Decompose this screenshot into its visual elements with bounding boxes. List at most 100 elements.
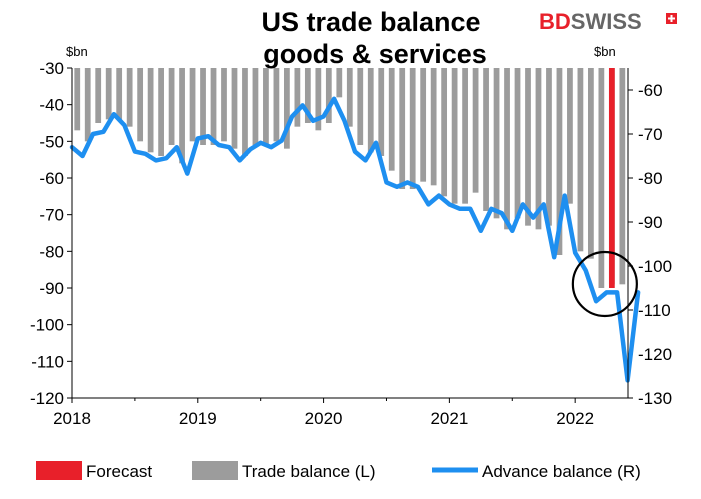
left-tick-label: -120 [30,389,64,408]
axes [71,68,629,399]
trade-balance-bar [116,68,123,120]
left-tick-label: -80 [39,242,64,261]
x-tick-label: 2018 [53,409,91,428]
trade-balance-bar [546,68,552,226]
trade-balance-bar [556,68,563,255]
right-tick-label: -60 [638,81,663,100]
trade-balance-bar [619,68,626,285]
trade-balance-bar [577,68,584,252]
right-tick-label: -110 [638,301,671,320]
trade-balance-bar [221,68,227,142]
trade-balance-bar [126,68,133,127]
legend-trade-label: Trade balance (L) [242,462,376,481]
left-axis-ticks: -30 -40 -50 -60 -70 -80 -90 -100 -110 -120 [30,59,72,408]
chart-title-line-2: goods & services [263,39,487,69]
legend-forecast-swatch [36,461,82,480]
right-tick-label: -100 [638,257,672,276]
left-tick-label: -70 [39,206,64,225]
trade-balance-bar [189,68,196,142]
trade-balance-bar [462,68,468,204]
trade-balance-bar [105,68,112,120]
trade-balance-bar [567,68,573,204]
trade-balance-bar [294,68,301,127]
trade-balance-bar [388,68,395,171]
trade-balance-bar [168,68,175,145]
trade-balance-bar [430,68,437,186]
forecast-highlight-circle [571,250,638,318]
left-tick-label: -110 [31,352,64,371]
trade-balance-bar [420,68,427,182]
trade-balance-bar [472,68,479,193]
trade-balance-bar [242,68,248,156]
trade-balance-bar [304,68,311,123]
x-axis-ticks: 2018 2019 2020 2021 2022 [53,398,594,428]
right-tick-label: -70 [638,125,663,144]
x-tick-label: 2021 [430,409,468,428]
forecast-bars [608,68,615,288]
brand-logo-bd: BD [539,9,571,34]
forecast-bar [608,68,615,288]
x-tick-label: 2022 [556,409,594,428]
left-axis-unit: $bn [66,44,88,59]
trade-balance-bar [315,68,322,131]
trade-balance-bar [210,68,217,145]
right-axis-ticks: -60 -70 -80 -90 -100 -110 -120 -130 [628,81,672,408]
right-tick-label: -130 [638,389,672,408]
left-tick-label: -30 [39,59,64,78]
trade-balance-bar [367,68,374,153]
legend: Forecast Trade balance (L) Advance balan… [36,461,641,481]
trade-balance-bar [179,68,185,164]
right-tick-label: -90 [638,213,663,232]
trade-balance-bar [378,68,385,156]
trade-balance-bar [493,68,500,219]
advance-balance-series-line [69,96,641,383]
trade-balance-bar [514,68,521,219]
trade-balance-bar [441,68,448,197]
trade-balance-bar [325,68,332,123]
trade-balance-bar [74,68,81,131]
trade-balance-bar [409,68,416,189]
right-axis-unit: $bn [594,44,616,59]
left-tick-label: -90 [39,279,64,298]
trade-balance-bar [535,68,542,230]
trade-balance-bar [284,68,290,149]
trade-balance-bar [525,68,531,226]
left-tick-label: -60 [39,169,64,188]
trade-balance-bar [231,68,238,149]
legend-advance-label: Advance balance (R) [482,462,641,481]
brand-logo-swiss: SWISS [571,9,642,34]
trade-balance-bar [588,68,594,259]
right-tick-label: -80 [638,169,663,188]
legend-trade-swatch [192,461,238,480]
trade-balance-bar [504,68,510,230]
trade-balance-bar [483,68,489,211]
trade-balance-bar [252,68,259,145]
trade-balance-bar [158,68,164,156]
trade-balance-bar [598,68,605,288]
trade-balance-bar [273,68,280,142]
trade-balance-bar [84,68,91,142]
trade-balance-bar [346,68,353,127]
chart-title-line-1: US trade balance [261,7,480,37]
trade-balance-bar [200,68,206,145]
advance-balance-line [69,96,641,383]
trade-balance-bar [137,68,144,142]
x-tick-label: 2020 [305,409,343,428]
right-tick-label: -120 [638,345,672,364]
left-tick-label: -50 [39,132,64,151]
legend-forecast-label: Forecast [86,462,152,481]
left-tick-label: -40 [39,96,64,115]
trade-balance-bar [357,68,364,145]
x-tick-label: 2019 [179,409,217,428]
trade-balance-bar [95,68,102,123]
trade-balance-bar [336,68,343,98]
trade-balance-bars [74,68,626,288]
svg-text:BDSWISS: BDSWISS [539,9,642,34]
trade-balance-bar [451,68,458,204]
trade-balance-bar [147,68,154,153]
brand-logo: BDSWISS [539,9,677,34]
left-tick-label: -100 [30,316,64,335]
trade-balance-bar [263,68,269,145]
swiss-cross-v [670,15,673,22]
